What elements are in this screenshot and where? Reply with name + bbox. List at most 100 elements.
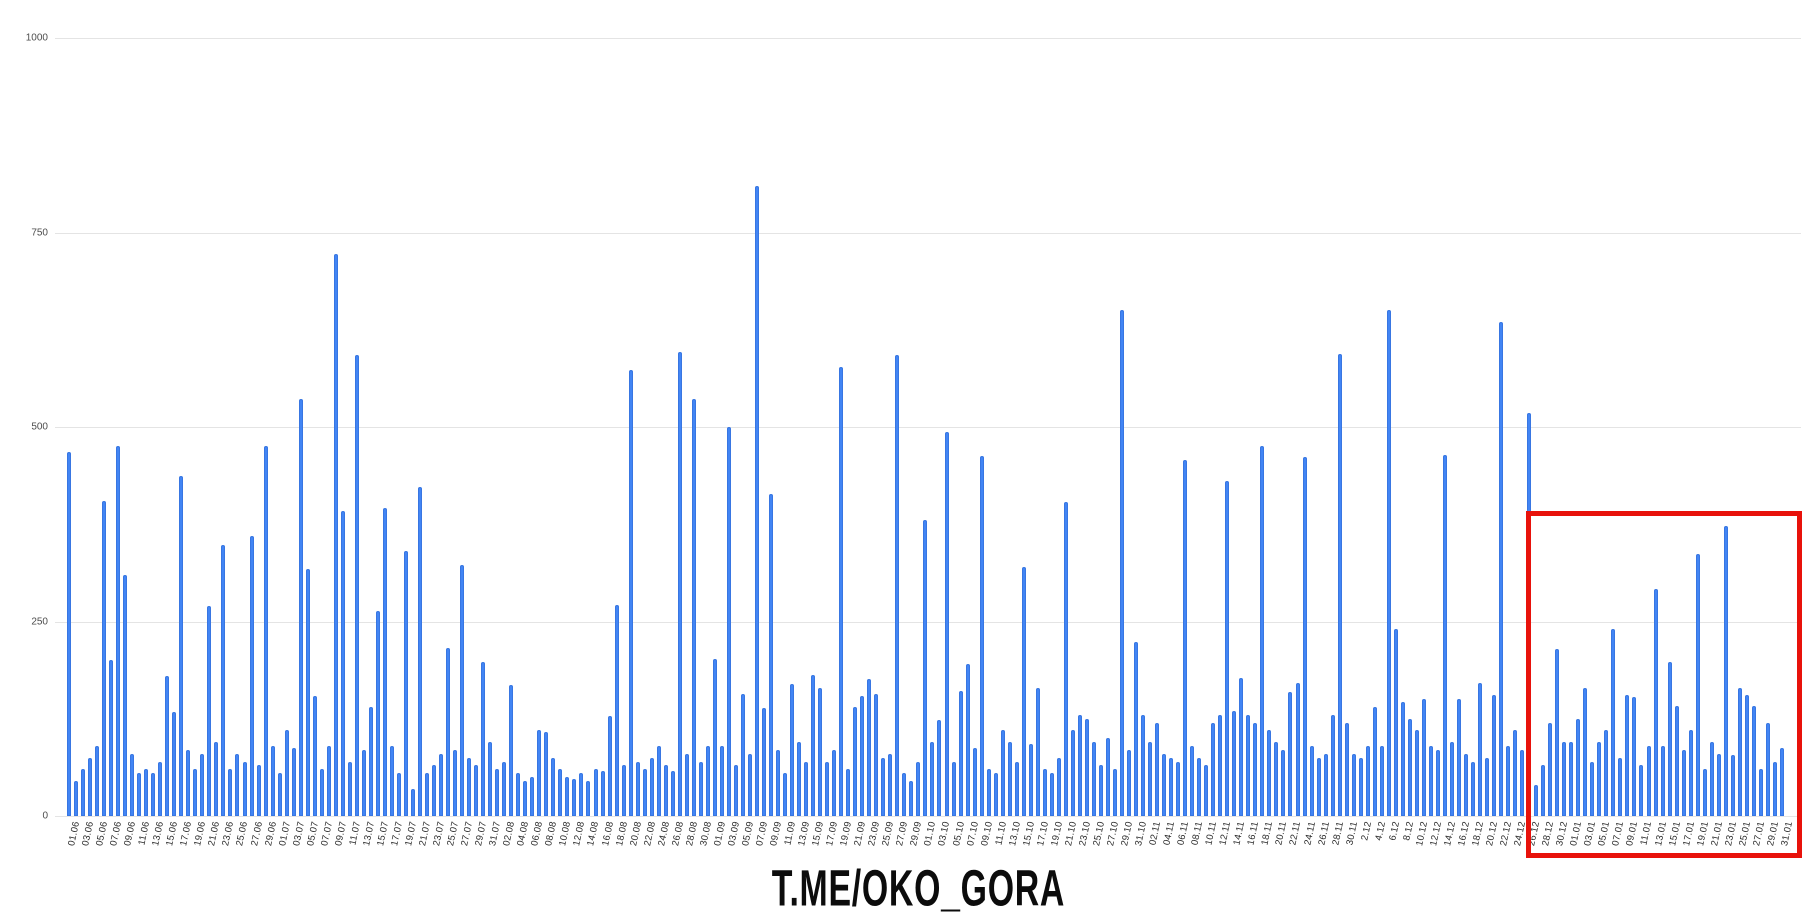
bar (1323, 753, 1328, 816)
bar (249, 535, 254, 816)
bar (1428, 745, 1433, 816)
bar (221, 545, 226, 816)
bar (509, 685, 514, 816)
bar (1134, 641, 1139, 816)
bar (1456, 699, 1461, 816)
bar (1562, 742, 1567, 816)
bar (572, 778, 577, 816)
bar (1597, 742, 1602, 816)
bar (642, 769, 647, 816)
bar (403, 551, 408, 816)
bar (453, 749, 458, 816)
bar (158, 761, 163, 816)
bar (1316, 757, 1321, 816)
bar (1148, 742, 1153, 816)
bar (790, 683, 795, 816)
y-tick-label: 1000 (25, 32, 48, 44)
bar (1049, 773, 1054, 816)
bar (986, 769, 991, 816)
bar (909, 780, 914, 816)
bar (95, 745, 100, 816)
bar (354, 354, 359, 816)
bar (1351, 753, 1356, 816)
bar (1162, 753, 1167, 816)
bar (123, 574, 128, 816)
bar (1176, 761, 1181, 816)
bar (460, 565, 465, 816)
bar (888, 753, 893, 816)
bar (979, 455, 984, 816)
bar (776, 749, 781, 816)
bar (1155, 722, 1160, 816)
bar (1274, 742, 1279, 816)
bar (895, 354, 900, 816)
bar (712, 658, 717, 816)
bar (1681, 749, 1686, 816)
bar (1485, 757, 1490, 816)
bar (1225, 481, 1230, 816)
bar (1021, 567, 1026, 816)
bar (1393, 628, 1398, 816)
bar (1442, 455, 1447, 816)
bar (1379, 745, 1384, 816)
highlight-box (1526, 511, 1802, 858)
bar (1042, 769, 1047, 816)
bar (1246, 714, 1251, 816)
bar (1660, 745, 1665, 816)
bar (628, 370, 633, 816)
bar (565, 777, 570, 816)
gridline-y-250 (55, 621, 1801, 623)
bar (1197, 757, 1202, 816)
bar (1084, 718, 1089, 816)
bar (1653, 588, 1658, 816)
bar (754, 185, 759, 816)
bar (319, 769, 324, 816)
bar (649, 757, 654, 816)
bar (1007, 742, 1012, 816)
bar (1407, 718, 1412, 816)
bar (1421, 699, 1426, 816)
bar (1674, 705, 1679, 816)
bar (1386, 309, 1391, 816)
bar (256, 765, 261, 816)
bar (116, 445, 121, 816)
bar (551, 757, 556, 816)
bar (1344, 722, 1349, 816)
bar (1569, 742, 1574, 816)
bar (88, 757, 93, 816)
bar (1028, 744, 1033, 816)
bar (109, 660, 114, 816)
bar (811, 675, 816, 816)
bar (263, 445, 268, 816)
bar (495, 769, 500, 816)
bar (130, 753, 135, 816)
bar (818, 687, 823, 816)
bar (825, 761, 830, 816)
bar (481, 661, 486, 816)
bar (425, 773, 430, 816)
bar (1365, 745, 1370, 816)
bar (1183, 460, 1188, 816)
bar (1765, 722, 1770, 816)
bar (1541, 765, 1546, 816)
bar (839, 367, 844, 816)
bar (375, 611, 380, 816)
bar (972, 747, 977, 816)
y-tick-label: 0 (42, 810, 48, 822)
bar (832, 749, 837, 816)
bar (172, 711, 177, 816)
bar (1435, 749, 1440, 816)
bar (1499, 321, 1504, 816)
bar (783, 773, 788, 816)
bar (614, 605, 619, 816)
bar (1267, 730, 1272, 816)
bar (410, 788, 415, 816)
bar (1400, 701, 1405, 816)
y-tick-label: 250 (31, 616, 48, 627)
bar (677, 351, 682, 816)
bar (916, 761, 921, 816)
bar (1204, 765, 1209, 816)
bar (165, 675, 170, 816)
bar (1478, 682, 1483, 816)
